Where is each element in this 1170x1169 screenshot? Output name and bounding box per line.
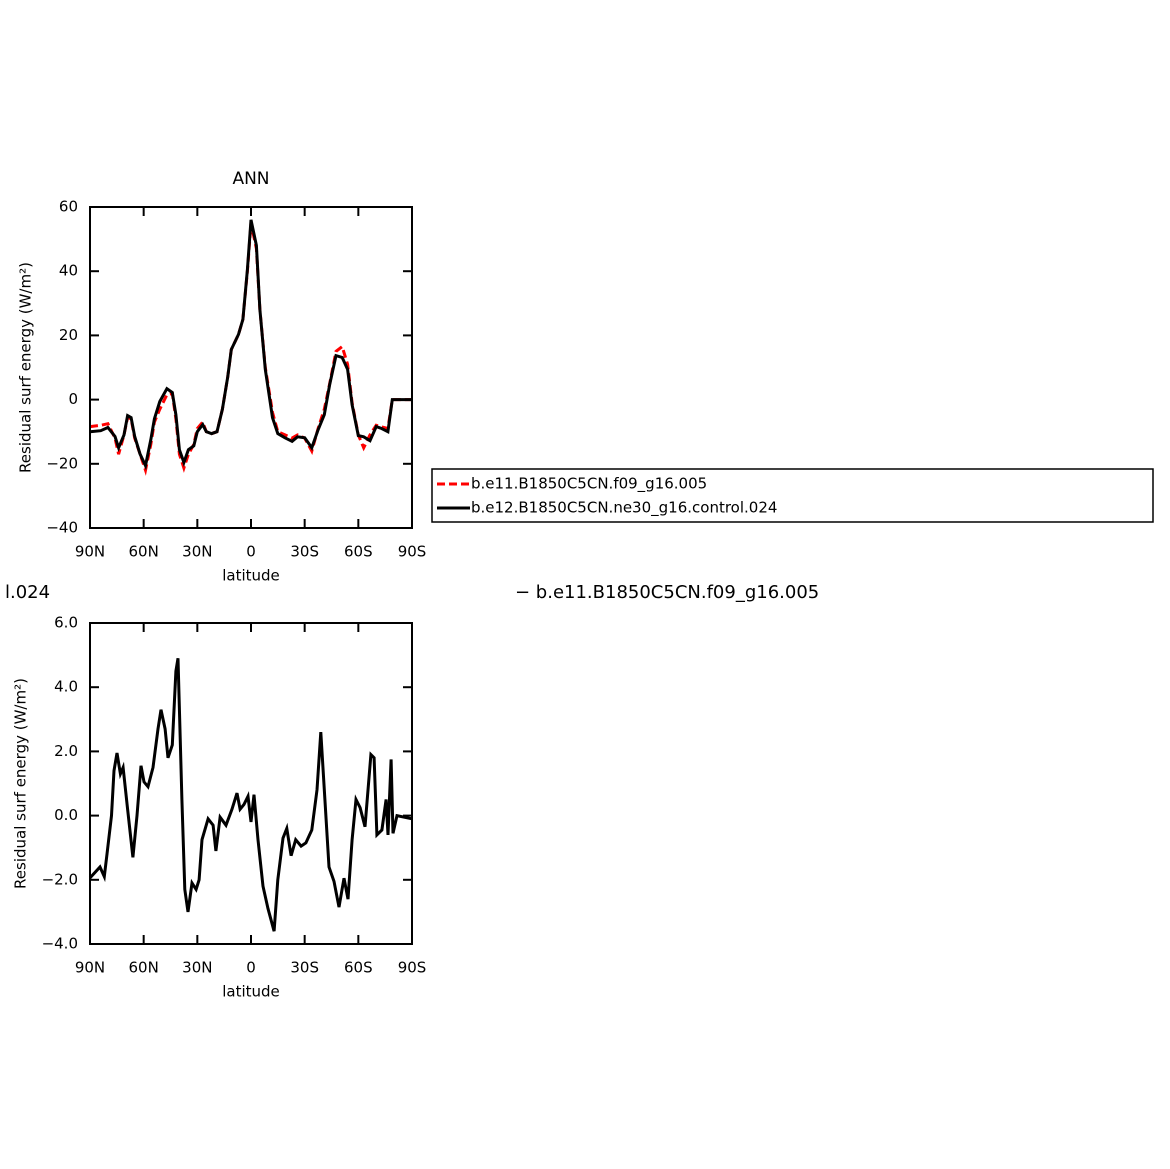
y-axis-label: Residual surf energy (W/m²): [17, 262, 35, 473]
legend-box: [431, 468, 1154, 523]
x-tick-label: 30N: [182, 959, 212, 977]
data-line: [88, 658, 413, 932]
chart-title: − b.e11.B1850C5CN.f09_g16.005: [515, 582, 819, 603]
y-tick-label: 6.0: [54, 614, 78, 632]
chart-title: l.024: [5, 582, 50, 603]
plot-frame: [89, 206, 413, 529]
x-tick-label: 0: [246, 959, 256, 977]
chart-title: ANN: [232, 169, 269, 189]
x-tick-label: 60S: [344, 959, 373, 977]
x-tick-label: 0: [246, 543, 256, 561]
y-tick-label: 60: [59, 198, 78, 216]
x-tick-label: 90S: [398, 959, 427, 977]
x-tick-label: 30N: [182, 543, 212, 561]
y-tick-label: 4.0: [54, 678, 78, 696]
x-tick-label: 60N: [129, 543, 159, 561]
x-axis-label: latitude: [222, 983, 280, 1001]
data-line: [89, 222, 412, 476]
x-tick-label: 30S: [290, 543, 319, 561]
y-tick-label: 20: [59, 326, 78, 344]
y-tick-label: −4.0: [42, 935, 78, 953]
legend-label: b.e12.B1850C5CN.ne30_g16.control.024: [471, 499, 777, 518]
y-tick-label: 40: [59, 262, 78, 280]
x-tick-label: 90N: [75, 959, 105, 977]
x-tick-label: 90N: [75, 543, 105, 561]
legend-label: b.e11.B1850C5CN.f09_g16.005: [471, 475, 707, 494]
x-tick-label: 30S: [290, 959, 319, 977]
x-tick-label: 60N: [129, 959, 159, 977]
x-tick-label: 90S: [398, 543, 427, 561]
x-axis-label: latitude: [222, 567, 280, 585]
plot-frame: [89, 622, 413, 945]
y-tick-label: 2.0: [54, 742, 78, 760]
data-line: [89, 219, 412, 471]
y-axis-label: Residual surf energy (W/m²): [12, 678, 30, 889]
y-tick-label: 0: [68, 390, 78, 408]
y-tick-label: 0.0: [54, 806, 78, 824]
x-tick-label: 60S: [344, 543, 373, 561]
y-tick-label: −2.0: [42, 870, 78, 888]
y-tick-label: −40: [46, 519, 78, 537]
y-tick-label: −20: [46, 454, 78, 472]
